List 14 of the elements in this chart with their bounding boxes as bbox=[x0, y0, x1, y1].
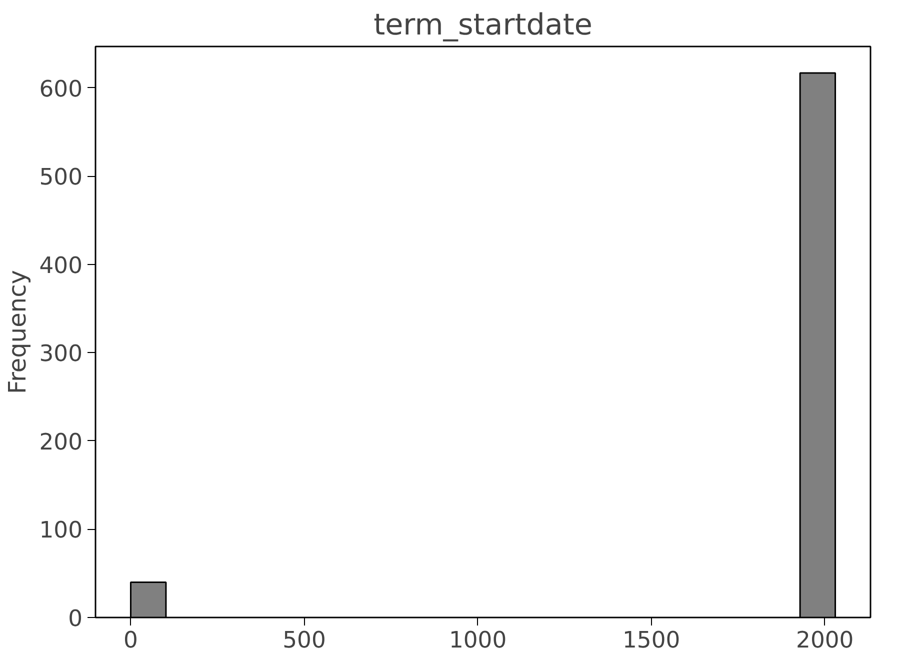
y-tick-label: 500 bbox=[39, 164, 83, 191]
y-tick-label: 400 bbox=[39, 252, 83, 279]
x-tick-label: 0 bbox=[124, 628, 138, 654]
y-tick-label: 0 bbox=[68, 606, 83, 632]
y-tick-label: 200 bbox=[39, 429, 83, 456]
x-tick-label: 1000 bbox=[448, 628, 507, 654]
chart-title: term_startdate bbox=[374, 8, 592, 42]
y-tick-label: 300 bbox=[39, 341, 83, 368]
x-tick-label: 1500 bbox=[622, 628, 680, 654]
y-axis-title: Frequency bbox=[3, 270, 32, 394]
x-tick-label: 2000 bbox=[796, 628, 854, 654]
y-tick-label: 600 bbox=[39, 76, 83, 102]
y-tick-label: 100 bbox=[39, 518, 83, 544]
x-tick-label: 500 bbox=[282, 628, 326, 654]
